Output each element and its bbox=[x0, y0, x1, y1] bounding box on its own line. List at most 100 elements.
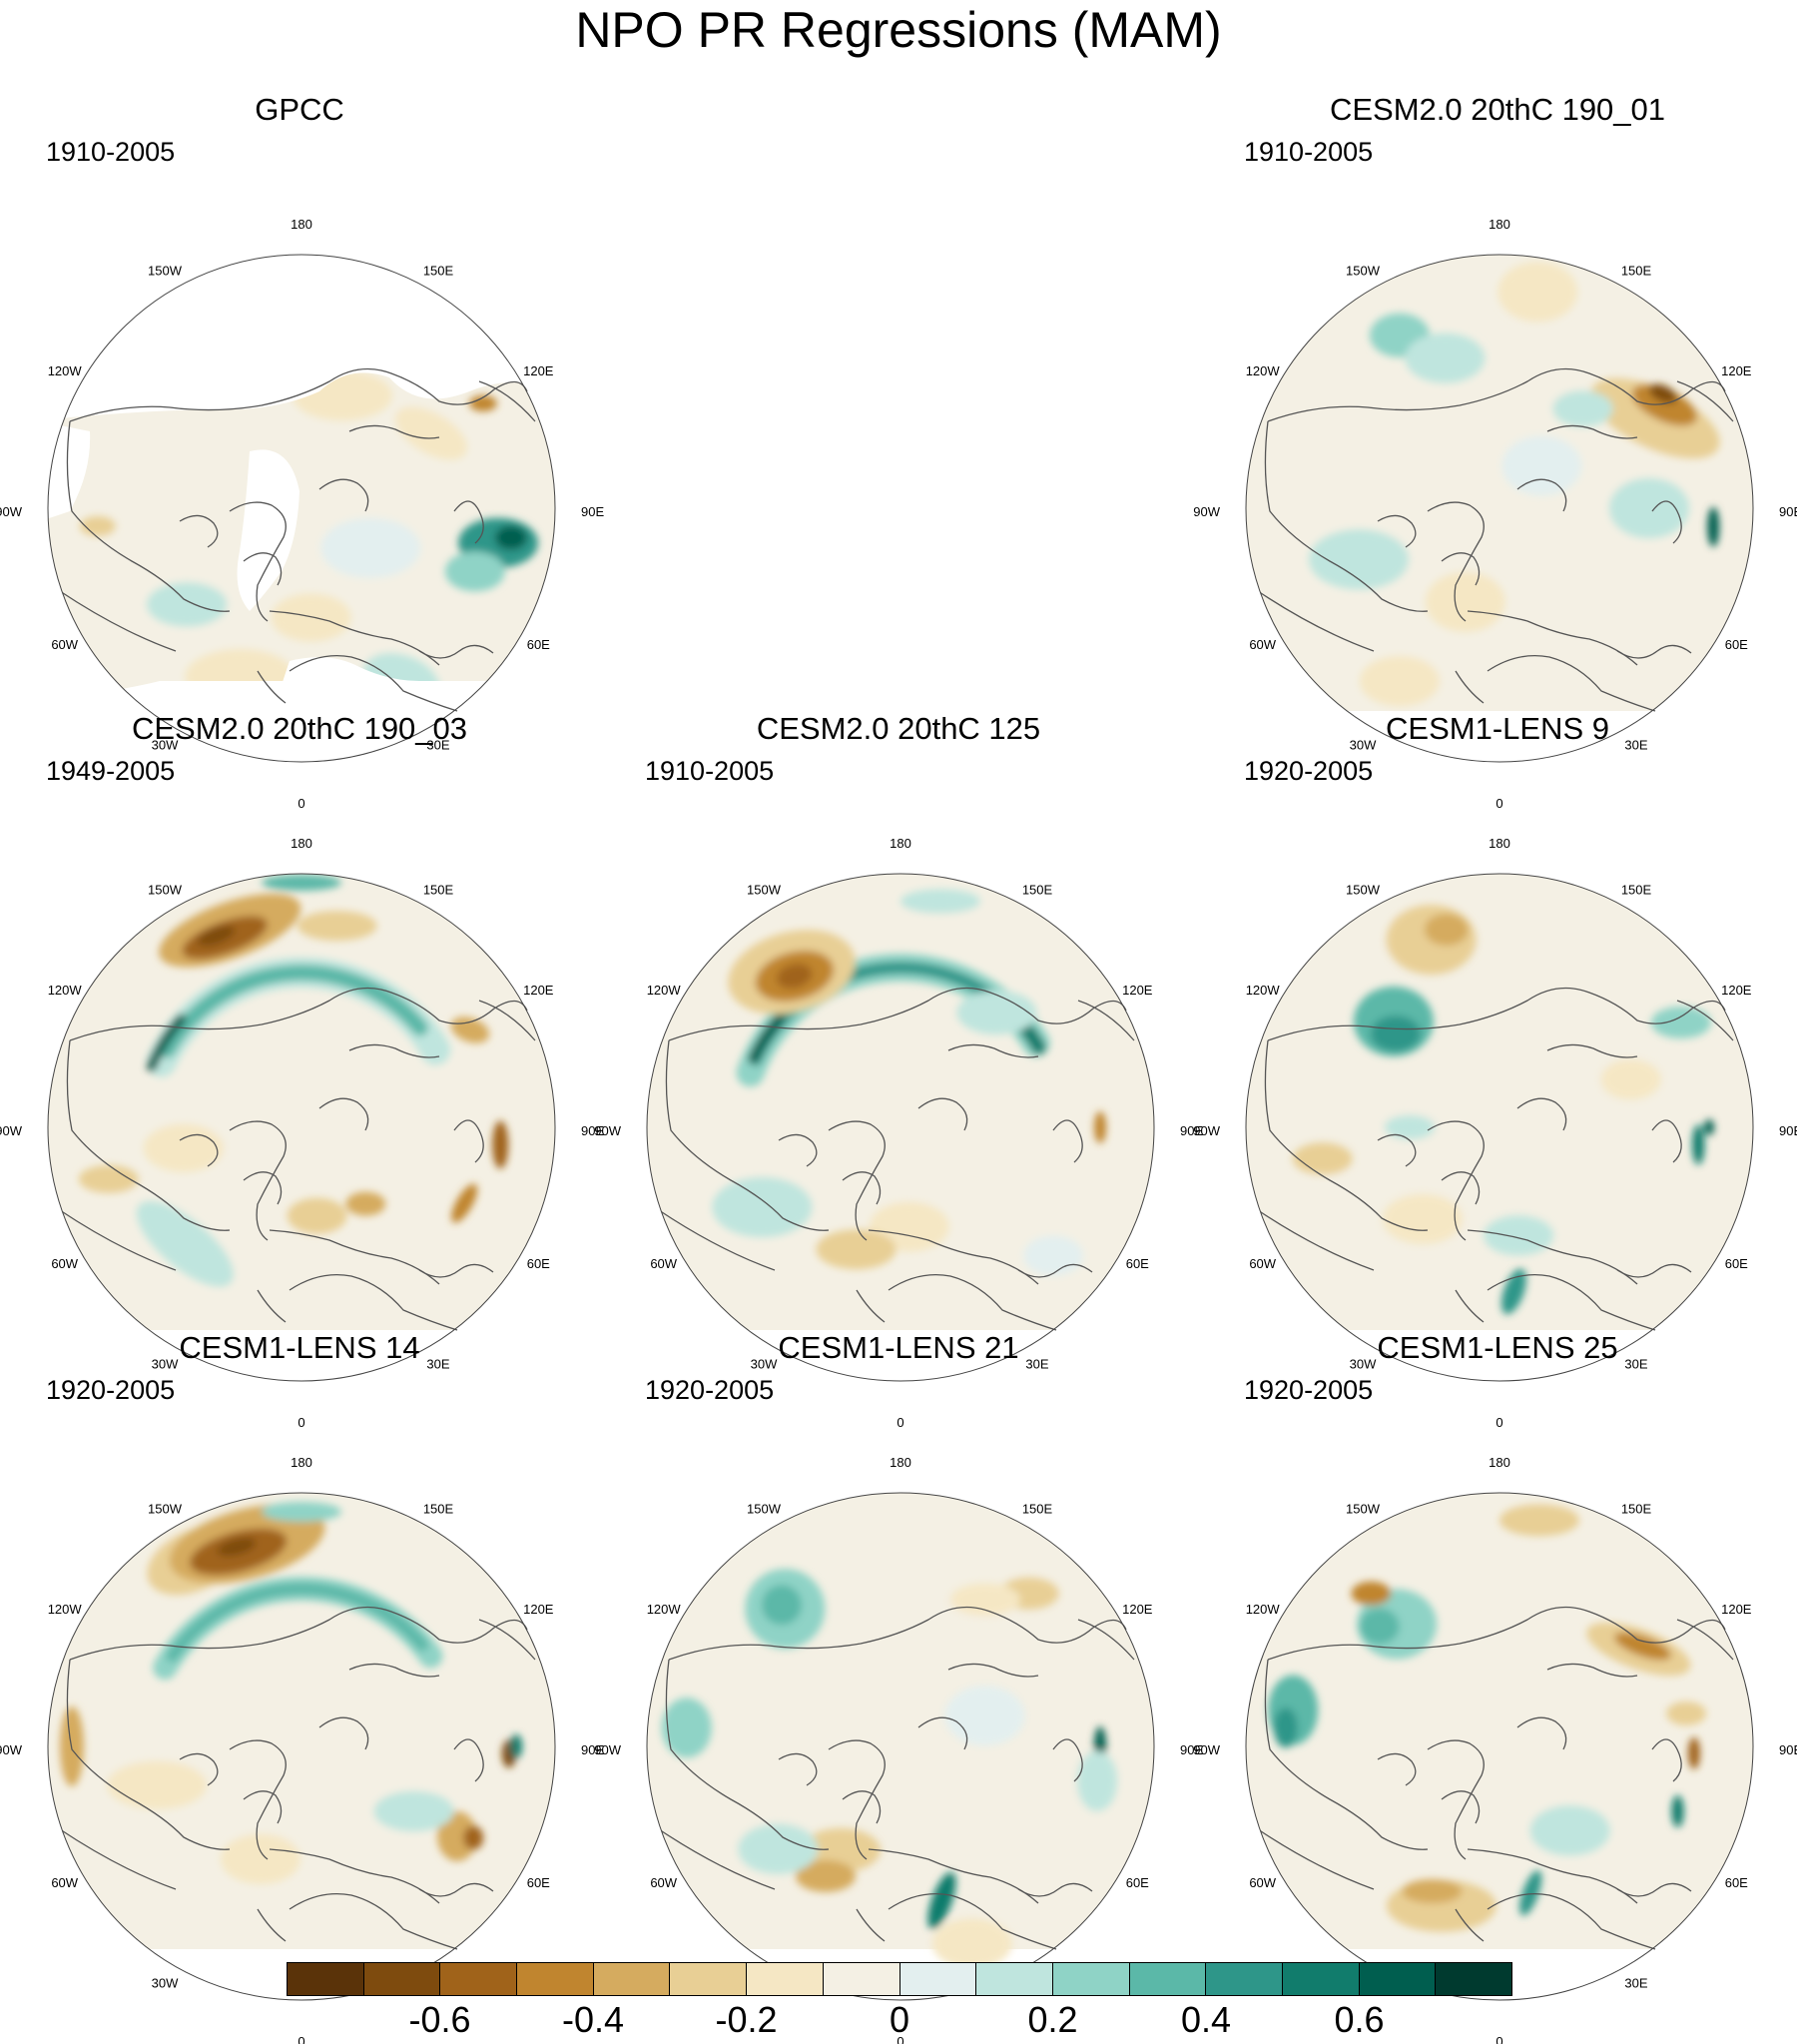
colorbar-swatch bbox=[1052, 1963, 1130, 1995]
coastlines bbox=[658, 1606, 1135, 1950]
meridian-label: 150W bbox=[148, 883, 183, 898]
meridian-label: 0 bbox=[298, 2034, 304, 2044]
panel-title: CESM2.0 20thC 190_01 bbox=[1329, 92, 1666, 127]
panel-title: CESM2.0 20thC 125 bbox=[756, 711, 1041, 746]
meridian-label: 120W bbox=[1246, 363, 1281, 378]
meridian-label: 90W bbox=[0, 1123, 23, 1138]
meridian-label: 0 bbox=[897, 1415, 903, 1430]
precip-field bbox=[1246, 1493, 1753, 1949]
meridian-label: 60E bbox=[527, 1256, 550, 1271]
meridian-label: 120W bbox=[1246, 1602, 1281, 1617]
coastlines bbox=[1257, 1606, 1734, 1950]
meridian-label: 120E bbox=[523, 363, 554, 378]
meridian-label: 120W bbox=[647, 983, 682, 998]
panel-period: 1920-2005 bbox=[645, 1375, 775, 1405]
meridian-label: 150W bbox=[1346, 883, 1381, 898]
colorbar-swatch bbox=[363, 1963, 441, 1995]
colorbar-swatch bbox=[899, 1963, 977, 1995]
meridian-label: 120E bbox=[523, 1602, 554, 1617]
panel-period: 1910-2005 bbox=[645, 756, 775, 786]
meridian-label: 0 bbox=[298, 1415, 304, 1430]
meridian-label: 120E bbox=[523, 983, 554, 998]
meridian-label: 120E bbox=[1721, 363, 1752, 378]
meridian-label: 30E bbox=[1624, 737, 1647, 752]
colorbar-swatches bbox=[287, 1962, 1512, 1996]
panel-title: GPCC bbox=[255, 92, 344, 127]
meridian-label: 0 bbox=[298, 796, 304, 811]
meridian-label: 90W bbox=[594, 1123, 621, 1138]
precip-field bbox=[1246, 255, 1753, 711]
panel-cesm1-lens-14: 180 150E 120E 90E 60E 30E 0 30W 60W 90W 120W 150W C… bbox=[0, 1330, 604, 2044]
meridian-label: 180 bbox=[1489, 1455, 1510, 1470]
meridian-label: 150E bbox=[423, 883, 454, 898]
meridian-label: 120E bbox=[1721, 983, 1752, 998]
colorbar-label: 0 bbox=[889, 1999, 910, 2040]
panel-gpcc: 180 150E 120E 90E 60E 30E 0 30W 60W 90W 120W 150W G… bbox=[0, 92, 604, 811]
meridian-label: 60E bbox=[1725, 1875, 1748, 1890]
meridian-label: 150E bbox=[423, 264, 454, 279]
meridian-label: 150E bbox=[423, 1502, 454, 1517]
coastlines bbox=[59, 987, 536, 1331]
colorbar-swatch bbox=[976, 1963, 1053, 1995]
panel-cesm2-190-01: 180 150E 120E 90E 60E 30E 0 30W 60W 90W 120W 150W C… bbox=[1193, 92, 1797, 811]
meridian-label: 150W bbox=[148, 264, 183, 279]
precip-field bbox=[48, 874, 555, 1330]
meridian-label: 30E bbox=[1624, 1975, 1647, 1990]
meridian-label: 60W bbox=[650, 1875, 677, 1890]
panel-period: 1920-2005 bbox=[46, 1375, 176, 1405]
meridian-label: 150E bbox=[1022, 883, 1053, 898]
meridian-label: 60E bbox=[1126, 1256, 1149, 1271]
meridian-label: 150W bbox=[747, 1502, 782, 1517]
meridian-label: 30E bbox=[426, 737, 449, 752]
meridian-label: 30E bbox=[426, 1356, 449, 1371]
panel-cesm2-125: 180 150E 120E 90E 60E 30E 0 30W 60W 90W 120W 150W C… bbox=[594, 711, 1203, 1430]
meridian-label: 150W bbox=[1346, 1502, 1381, 1517]
meridian-label: 90E bbox=[1779, 1123, 1797, 1138]
panel-cesm1-lens-21: 180 150E 120E 90E 60E 30E 0 30W 60W 90W 120W 150W C… bbox=[594, 1330, 1203, 2044]
precip-field bbox=[1246, 874, 1753, 1330]
colorbar-swatch bbox=[823, 1963, 900, 1995]
meridian-label: 30W bbox=[1350, 1356, 1377, 1371]
meridian-label: 60W bbox=[650, 1256, 677, 1271]
meridian-label: 150W bbox=[1346, 264, 1381, 279]
meridian-label: 0 bbox=[1496, 796, 1502, 811]
meridian-label: 60W bbox=[1249, 1256, 1276, 1271]
meridian-label: 150E bbox=[1621, 1502, 1652, 1517]
coastlines bbox=[1257, 367, 1734, 712]
meridian-label: 90E bbox=[581, 1123, 604, 1138]
meridian-label: 120W bbox=[647, 1602, 682, 1617]
meridian-label: 90E bbox=[1180, 1742, 1203, 1757]
meridian-label: 90W bbox=[594, 1742, 621, 1757]
map-boundary bbox=[1245, 254, 1754, 763]
meridian-label: 30W bbox=[152, 1975, 179, 1990]
figure-title: NPO PR Regressions (MAM) bbox=[575, 2, 1222, 58]
panel-cesm2-190-03: 180 150E 120E 90E 60E 30E 0 30W 60W 90W 120W 150W C… bbox=[0, 711, 604, 1430]
meridian-label: 120E bbox=[1122, 983, 1153, 998]
panel-cesm1-lens-9: 180 150E 120E 90E 60E 30E 0 30W 60W 90W 120W 150W C… bbox=[1193, 711, 1797, 1430]
meridian-label: 60E bbox=[527, 1875, 550, 1890]
panel-period: 1949-2005 bbox=[46, 756, 176, 786]
meridian-label: 30W bbox=[152, 737, 179, 752]
colorbar-swatch bbox=[593, 1963, 671, 1995]
panel-title: CESM2.0 20thC 190_03 bbox=[131, 711, 468, 746]
meridian-label: 120W bbox=[1246, 983, 1281, 998]
colorbar-swatch bbox=[670, 1963, 748, 1995]
coastlines bbox=[59, 367, 536, 712]
meridian-label: 90W bbox=[0, 1742, 23, 1757]
colorbar-label: -0.6 bbox=[408, 1999, 471, 2040]
colorbar: -0.6 -0.4 -0.2 0 0.2 0.4 0.6 bbox=[287, 1962, 1512, 2040]
meridian-label: 120W bbox=[48, 1602, 83, 1617]
precip-field bbox=[647, 874, 1154, 1330]
map-boundary bbox=[1245, 1492, 1754, 2001]
meridian-label: 150E bbox=[1621, 264, 1652, 279]
